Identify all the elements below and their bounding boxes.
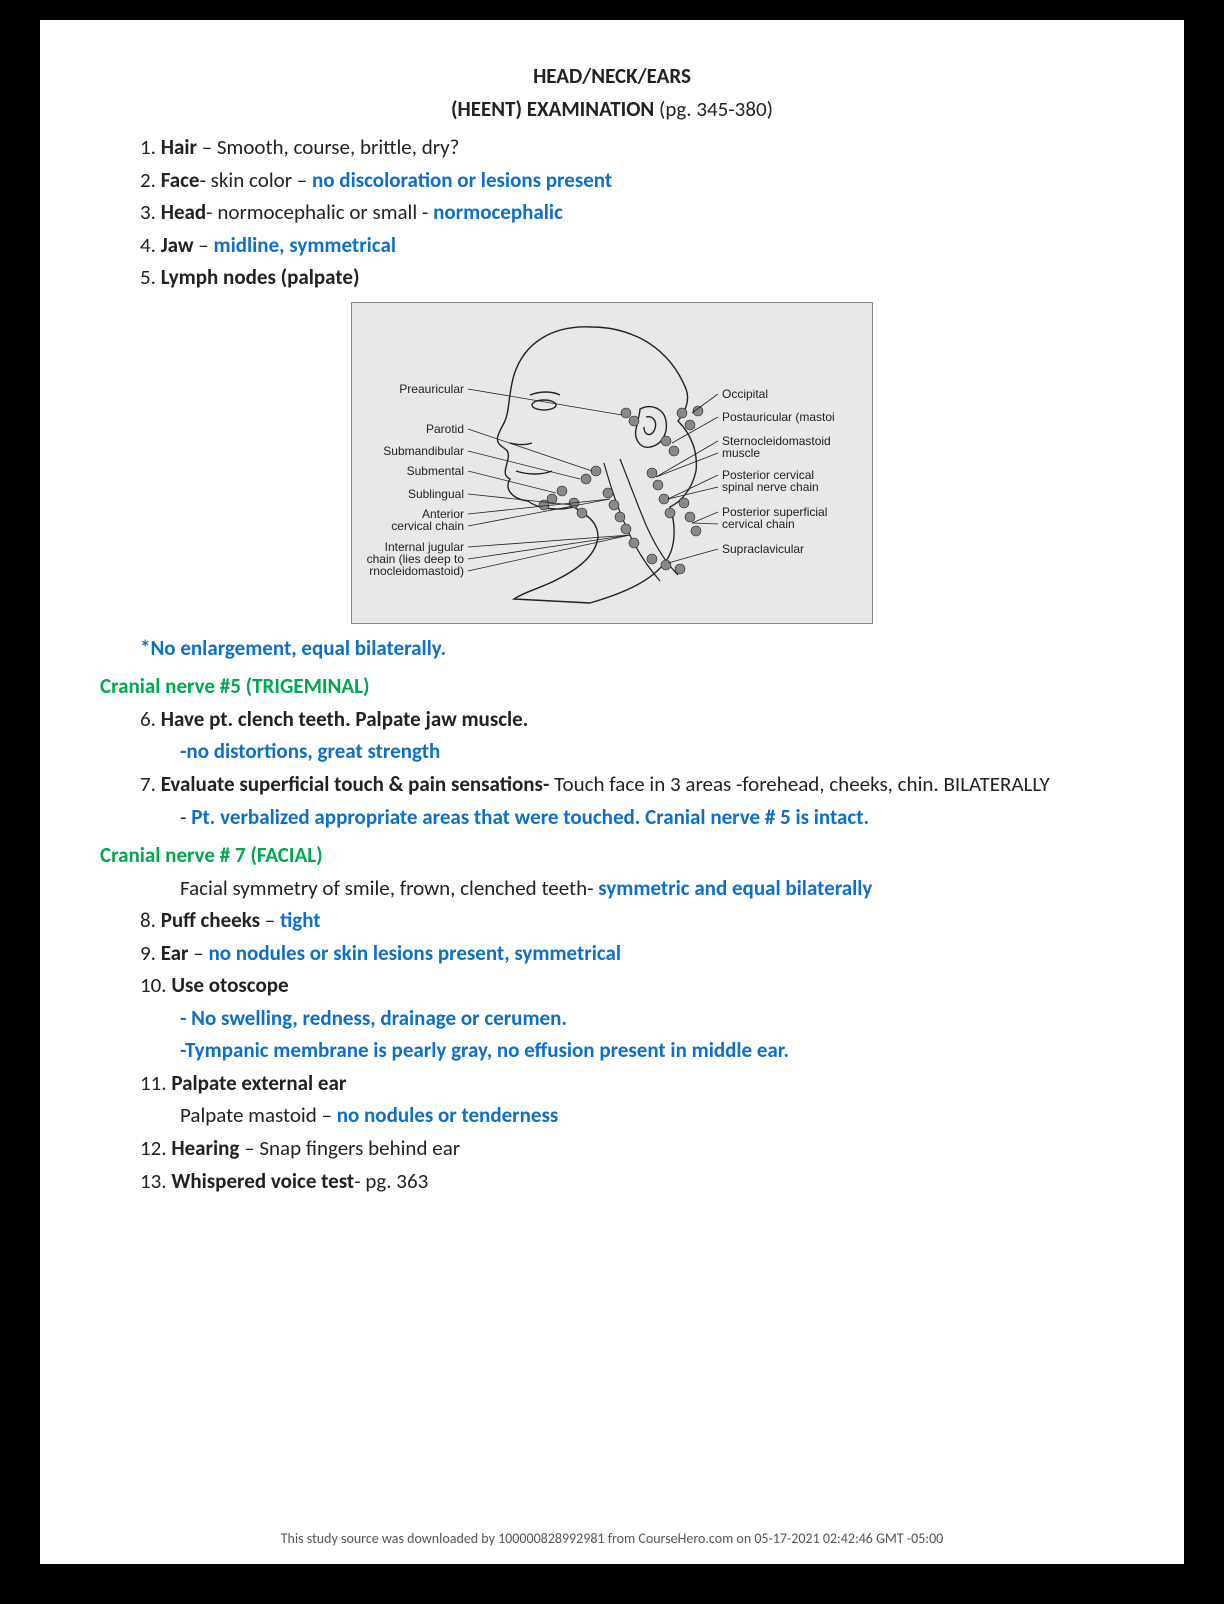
title-line-2: (HEENT) EXAMINATION (pg. 345-380) xyxy=(100,93,1124,126)
step-13-bold: Whispered voice test xyxy=(171,1168,354,1194)
page-footer: This study source was downloaded by 1000… xyxy=(40,1528,1184,1550)
otoscope-finding-2: -Tympanic membrane is pearly gray, no ef… xyxy=(100,1034,1124,1067)
step-9-bold: Ear xyxy=(161,940,189,966)
cn5-title: Cranial nerve #5 (TRIGEMINAL) xyxy=(100,670,1124,703)
svg-text:cervical chain: cervical chain xyxy=(391,519,464,533)
step-9-finding: no nodules or skin lesions present, symm… xyxy=(208,940,621,966)
step-5-num: 5. xyxy=(140,264,161,290)
step-11: 11. Palpate external ear xyxy=(100,1067,1124,1100)
title-line-1: HEAD/NECK/EARS xyxy=(100,60,1124,93)
step-2-bold: Face xyxy=(161,167,200,193)
step-7-finding: - Pt. verbalized appropriate areas that … xyxy=(100,801,1124,834)
svg-text:Occipital: Occipital xyxy=(722,387,768,401)
step-3-bold: Head xyxy=(161,199,206,225)
step-7-bold: Evaluate superficial touch & pain sensat… xyxy=(161,771,554,797)
step-3-num: 3. xyxy=(140,199,161,225)
svg-text:cervical chain: cervical chain xyxy=(722,517,795,531)
otoscope-finding-1: - No swelling, redness, drainage or ceru… xyxy=(100,1002,1124,1035)
step-13-rest: - pg. 363 xyxy=(354,1168,428,1194)
step-3-finding: normocephalic xyxy=(433,199,563,225)
svg-text:spinal nerve chain: spinal nerve chain xyxy=(722,480,819,494)
step-1-num: 1. xyxy=(140,134,161,160)
lymph-node-diagram: Preauricular Parotid Submandibular Submenta… xyxy=(351,302,873,624)
step-12: 12. Hearing – Snap fingers behind ear xyxy=(100,1132,1124,1165)
step-5-bold: Lymph nodes (palpate) xyxy=(161,264,360,290)
step-13: 13. Whispered voice test- pg. 363 xyxy=(100,1165,1124,1198)
step-7-num: 7. xyxy=(140,771,161,797)
step-4-num: 4. xyxy=(140,232,161,258)
cn7-title: Cranial nerve # 7 (FACIAL) xyxy=(100,839,1124,872)
step-1-bold: Hair xyxy=(161,134,197,160)
step-2-finding: no discoloration or lesions present xyxy=(312,167,612,193)
mastoid-blue: no nodules or tenderness xyxy=(337,1102,559,1128)
step-7-finding-text: Pt. verbalized appropriate areas that we… xyxy=(191,804,869,830)
step-10-bold: Use otoscope xyxy=(171,972,288,998)
svg-text:Sublingual: Sublingual xyxy=(408,487,464,501)
svg-text:Submandibular: Submandibular xyxy=(383,444,464,458)
cn7-sym-black: Facial symmetry of smile, frown, clenche… xyxy=(180,875,598,901)
step-12-num: 12. xyxy=(140,1135,171,1161)
svg-text:Postauricular (mastoi: Postauricular (mastoi xyxy=(722,410,835,424)
step-8-finding: tight xyxy=(280,907,321,933)
step-2-before: - skin color – xyxy=(200,167,313,193)
step-10: 10. Use otoscope xyxy=(100,969,1124,1002)
step-11-num: 11. xyxy=(140,1070,171,1096)
lymph-finding: *No enlargement, equal bilaterally. xyxy=(100,632,1124,665)
step-6-finding: -no distortions, great strength xyxy=(100,735,1124,768)
step-10-num: 10. xyxy=(140,972,171,998)
step-7-tail: Touch face in 3 areas -forehead, cheeks,… xyxy=(554,771,1050,797)
step-11-bold: Palpate external ear xyxy=(171,1070,346,1096)
step-9: 9. Ear – no nodules or skin lesions pres… xyxy=(100,937,1124,970)
step-5: 5. Lymph nodes (palpate) xyxy=(100,261,1124,294)
mastoid: Palpate mastoid – no nodules or tenderne… xyxy=(100,1099,1124,1132)
svg-text:Submental: Submental xyxy=(407,464,464,478)
step-4-bold: Jaw xyxy=(161,232,194,258)
step-7-dash: - xyxy=(180,804,191,830)
svg-text:Supraclavicular: Supraclavicular xyxy=(722,542,804,556)
step-6-num: 6. xyxy=(140,706,161,732)
step-12-rest: – Snap fingers behind ear xyxy=(244,1135,460,1161)
step-4: 4. Jaw – midline, symmetrical xyxy=(100,229,1124,262)
step-9-num: 9. xyxy=(140,940,161,966)
cn7-sym-blue: symmetric and equal bilaterally xyxy=(598,875,872,901)
title-line-2-suffix: (pg. 345-380) xyxy=(654,96,773,122)
svg-text:Parotid: Parotid xyxy=(426,422,464,436)
step-7: 7. Evaluate superficial touch & pain sen… xyxy=(100,768,1124,801)
step-13-num: 13. xyxy=(140,1168,171,1194)
mastoid-black: Palpate mastoid – xyxy=(180,1102,337,1128)
step-2: 2. Face- skin color – no discoloration o… xyxy=(100,164,1124,197)
step-1: 1. Hair – Smooth, course, brittle, dry? xyxy=(100,131,1124,164)
step-2-num: 2. xyxy=(140,167,161,193)
page: HEAD/NECK/EARS (HEENT) EXAMINATION (pg. … xyxy=(40,20,1184,1564)
cn7-sym: Facial symmetry of smile, frown, clenche… xyxy=(100,872,1124,905)
title-line-2-bold: (HEENT) EXAMINATION xyxy=(451,96,654,122)
step-8-num: 8. xyxy=(140,907,161,933)
step-8: 8. Puff cheeks – tight xyxy=(100,904,1124,937)
step-3: 3. Head- normocephalic or small - normoc… xyxy=(100,196,1124,229)
step-4-finding: midline, symmetrical xyxy=(213,232,396,258)
step-12-bold: Hearing xyxy=(171,1135,244,1161)
step-1-rest: – Smooth, course, brittle, dry? xyxy=(197,134,459,160)
svg-text:rnocleidomastoid): rnocleidomastoid) xyxy=(369,564,464,578)
svg-text:muscle: muscle xyxy=(722,446,760,460)
step-8-bold: Puff cheeks xyxy=(161,907,260,933)
step-6-bold: Have pt. clench teeth. Palpate jaw muscl… xyxy=(161,706,529,732)
step-6: 6. Have pt. clench teeth. Palpate jaw mu… xyxy=(100,703,1124,736)
svg-text:Preauricular: Preauricular xyxy=(399,382,464,396)
